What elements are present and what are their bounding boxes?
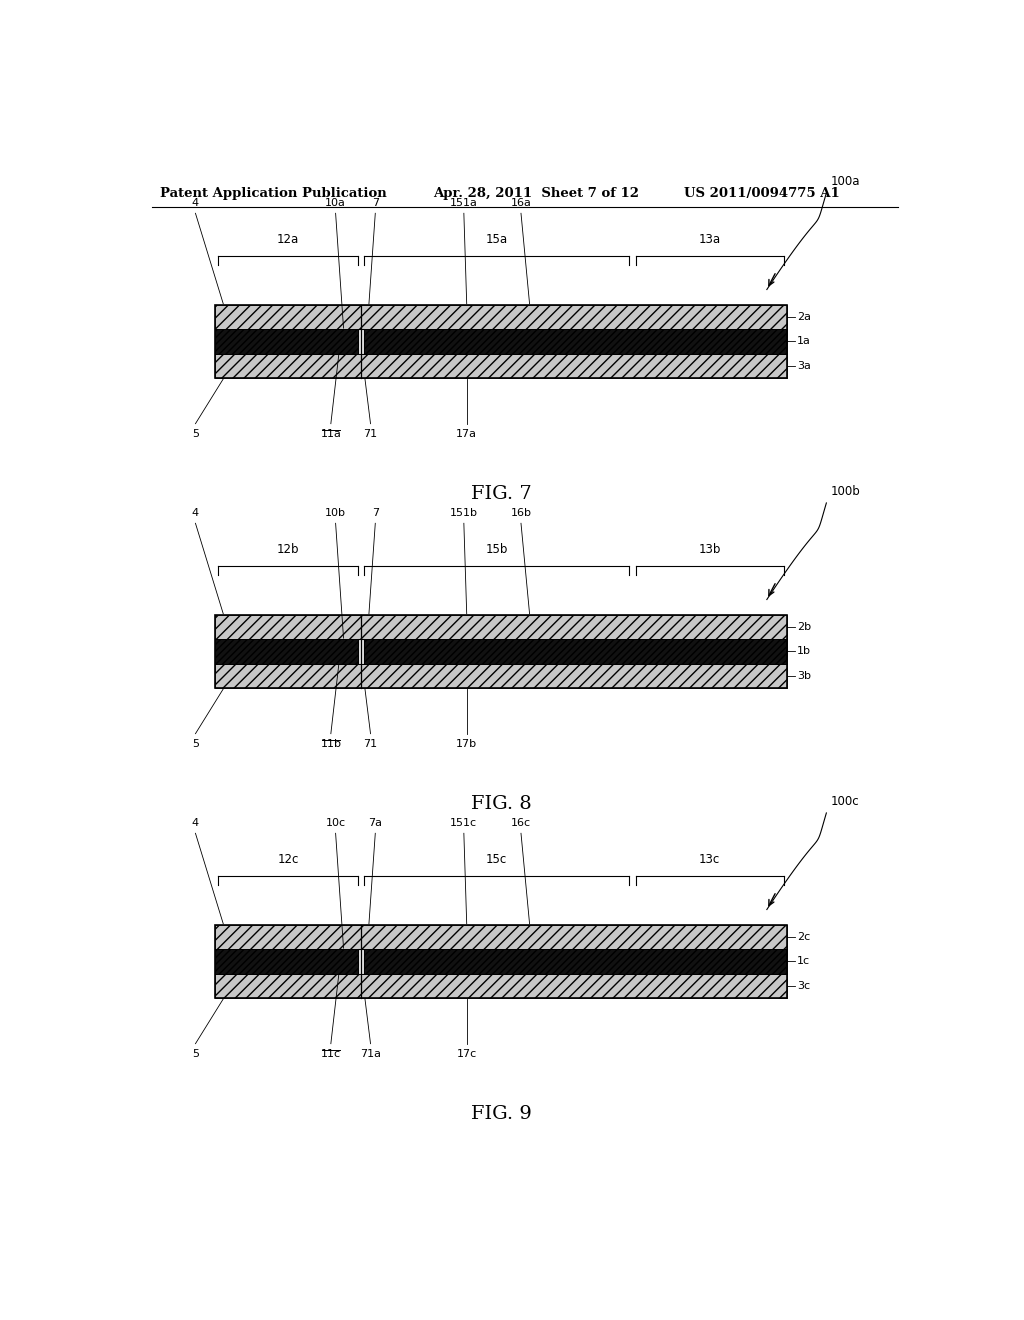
Text: 1c: 1c bbox=[797, 957, 810, 966]
Text: 7: 7 bbox=[372, 198, 379, 209]
Bar bbox=[361, 615, 786, 639]
Text: 17c: 17c bbox=[457, 1049, 477, 1059]
Text: 2b: 2b bbox=[797, 622, 811, 632]
Text: 151c: 151c bbox=[451, 818, 477, 828]
Bar bbox=[215, 949, 358, 974]
Text: 16a: 16a bbox=[511, 198, 531, 209]
Text: 15b: 15b bbox=[485, 543, 508, 556]
Text: 100c: 100c bbox=[830, 795, 859, 808]
Bar bbox=[358, 329, 364, 354]
Text: 151b: 151b bbox=[450, 508, 478, 519]
Text: 3b: 3b bbox=[797, 671, 811, 681]
Text: 1a: 1a bbox=[797, 337, 811, 346]
Text: 10c: 10c bbox=[326, 818, 346, 828]
Text: US 2011/0094775 A1: US 2011/0094775 A1 bbox=[684, 187, 840, 201]
Bar bbox=[215, 615, 786, 688]
Bar bbox=[358, 639, 364, 664]
Text: 12b: 12b bbox=[276, 543, 299, 556]
Text: FIG. 9: FIG. 9 bbox=[471, 1105, 531, 1123]
Text: 15c: 15c bbox=[486, 853, 507, 866]
Text: 71a: 71a bbox=[360, 1049, 381, 1059]
Bar bbox=[361, 925, 786, 949]
Text: 11c: 11c bbox=[321, 1049, 341, 1059]
Text: Patent Application Publication: Patent Application Publication bbox=[160, 187, 386, 201]
Text: 12c: 12c bbox=[278, 853, 299, 866]
Text: 4: 4 bbox=[191, 818, 199, 828]
Text: 10b: 10b bbox=[325, 508, 346, 519]
Text: 11b: 11b bbox=[321, 739, 341, 748]
Bar bbox=[215, 925, 361, 949]
Text: 71: 71 bbox=[364, 739, 378, 748]
Text: 7a: 7a bbox=[369, 818, 382, 828]
Bar bbox=[215, 305, 786, 378]
Text: 2c: 2c bbox=[797, 932, 810, 942]
Bar bbox=[364, 639, 786, 664]
Bar bbox=[215, 329, 358, 354]
Text: 12a: 12a bbox=[278, 232, 299, 246]
Text: 71: 71 bbox=[364, 429, 378, 438]
Text: 3a: 3a bbox=[797, 360, 811, 371]
Bar bbox=[361, 354, 786, 378]
Text: 100a: 100a bbox=[830, 174, 860, 187]
Bar bbox=[215, 615, 361, 639]
Bar bbox=[215, 664, 361, 688]
Bar bbox=[215, 974, 361, 998]
Text: 1b: 1b bbox=[797, 647, 811, 656]
Bar bbox=[364, 949, 786, 974]
Bar bbox=[361, 664, 786, 688]
Text: 5: 5 bbox=[191, 429, 199, 438]
Bar bbox=[215, 354, 361, 378]
Text: 3c: 3c bbox=[797, 981, 810, 991]
Bar bbox=[215, 305, 361, 329]
Text: 17b: 17b bbox=[456, 739, 477, 748]
Text: 100b: 100b bbox=[830, 484, 860, 498]
Bar bbox=[215, 925, 786, 998]
Text: 17a: 17a bbox=[457, 429, 477, 438]
Text: FIG. 7: FIG. 7 bbox=[471, 484, 531, 503]
Text: 13b: 13b bbox=[698, 543, 721, 556]
Text: 16c: 16c bbox=[511, 818, 531, 828]
Text: 5: 5 bbox=[191, 739, 199, 748]
Bar bbox=[215, 639, 358, 664]
Text: Apr. 28, 2011  Sheet 7 of 12: Apr. 28, 2011 Sheet 7 of 12 bbox=[433, 187, 640, 201]
Text: 11a: 11a bbox=[321, 429, 341, 438]
Bar bbox=[361, 974, 786, 998]
Text: 2a: 2a bbox=[797, 312, 811, 322]
Text: 16b: 16b bbox=[511, 508, 531, 519]
Text: FIG. 8: FIG. 8 bbox=[471, 795, 531, 813]
Bar bbox=[361, 305, 786, 329]
Text: 5: 5 bbox=[191, 1049, 199, 1059]
Text: 13a: 13a bbox=[698, 232, 721, 246]
Text: 151a: 151a bbox=[450, 198, 478, 209]
Text: 15a: 15a bbox=[485, 232, 508, 246]
Text: 13c: 13c bbox=[699, 853, 720, 866]
Text: 7: 7 bbox=[372, 508, 379, 519]
Bar bbox=[364, 329, 786, 354]
Text: 10a: 10a bbox=[326, 198, 346, 209]
Text: 4: 4 bbox=[191, 198, 199, 209]
Bar bbox=[358, 949, 364, 974]
Text: 4: 4 bbox=[191, 508, 199, 519]
